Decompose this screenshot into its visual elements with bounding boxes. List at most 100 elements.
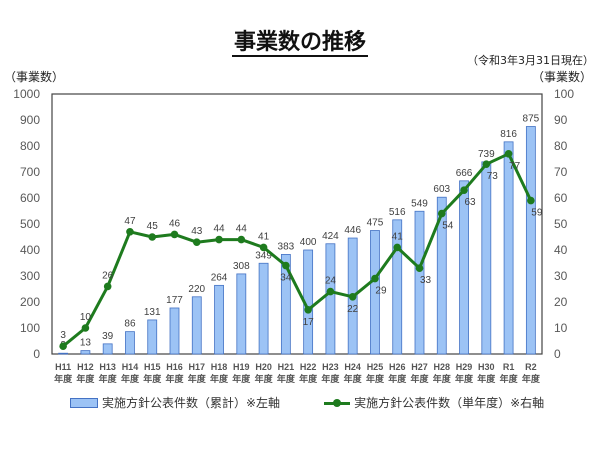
line-value-label: 3 xyxy=(60,330,66,341)
category-label: H22 xyxy=(300,362,317,372)
line-value-label: 77 xyxy=(509,161,521,172)
line-marker xyxy=(527,196,535,205)
right-tick-label: 20 xyxy=(554,295,568,309)
line-value-label: 73 xyxy=(487,171,499,182)
category-label: H16 xyxy=(166,362,183,372)
bar xyxy=(102,343,113,355)
bar-value-label: 220 xyxy=(188,284,205,295)
line-value-label: 44 xyxy=(213,224,225,235)
category-suffix: 年度 xyxy=(99,373,118,385)
bar-value-label: 446 xyxy=(344,225,361,236)
bar-value-label: 603 xyxy=(433,184,450,195)
category-label: H18 xyxy=(211,362,228,372)
left-tick-label: 600 xyxy=(20,191,40,205)
line-marker xyxy=(282,261,290,270)
line-value-label: 54 xyxy=(442,221,454,232)
left-tick-label: 300 xyxy=(20,269,40,283)
bar-swatch-icon xyxy=(70,397,98,408)
line-marker xyxy=(504,150,513,158)
as-of-date: （令和3年3月31日現在） xyxy=(467,54,594,67)
bar xyxy=(280,254,291,355)
line-marker xyxy=(170,230,179,239)
line-marker xyxy=(415,264,424,273)
annual-line xyxy=(62,152,533,348)
line-marker xyxy=(237,235,246,244)
left-tick-label: 1000 xyxy=(13,87,40,101)
bar-value-label: 666 xyxy=(456,168,473,179)
category-label: R1 xyxy=(503,362,515,372)
bar xyxy=(80,350,91,355)
plot-frame xyxy=(51,93,543,355)
category-suffix: 年度 xyxy=(388,373,407,385)
category-suffix: 年度 xyxy=(232,373,251,385)
category-label: H26 xyxy=(389,362,406,372)
category-suffix: 年度 xyxy=(210,373,229,385)
bar xyxy=(503,141,514,355)
left-tick-label: 400 xyxy=(20,243,40,257)
right-tick-label: 30 xyxy=(554,269,568,283)
category-suffix: 年度 xyxy=(477,373,496,385)
category-suffix: 年度 xyxy=(121,373,140,385)
category-label: H23 xyxy=(322,362,339,372)
line-marker xyxy=(371,274,379,283)
left-tick-label: 700 xyxy=(20,165,40,179)
right-tick-label: 80 xyxy=(554,139,568,153)
line-marker xyxy=(148,233,157,241)
bar-value-label: 875 xyxy=(523,114,540,125)
category-label: H20 xyxy=(255,362,272,372)
line-value-label: 24 xyxy=(325,276,337,287)
right-tick-label: 10 xyxy=(554,321,568,335)
line-value-label: 63 xyxy=(464,197,476,208)
category-suffix: 年度 xyxy=(455,373,474,385)
legend-line-label: 実施方針公表件数（単年度）※右軸 xyxy=(354,396,545,410)
line-marker xyxy=(192,238,201,246)
line-value-label: 33 xyxy=(420,275,432,286)
category-suffix: 年度 xyxy=(299,373,318,385)
right-tick-label: 100 xyxy=(554,87,574,101)
bar-value-label: 816 xyxy=(500,129,517,140)
category-label: H28 xyxy=(434,362,451,372)
bar-value-label: 308 xyxy=(233,261,250,272)
line-marker xyxy=(59,342,67,351)
category-label: H13 xyxy=(99,362,116,372)
category-suffix: 年度 xyxy=(54,373,73,385)
bar-value-label: 264 xyxy=(211,272,228,283)
bar xyxy=(481,161,492,355)
category-suffix: 年度 xyxy=(277,373,296,385)
line-value-label: 43 xyxy=(191,226,203,237)
bar-value-label: 39 xyxy=(102,331,114,342)
bar-value-label: 13 xyxy=(80,338,92,349)
line-marker xyxy=(393,243,402,252)
line-marker xyxy=(103,282,112,291)
bar xyxy=(414,210,425,355)
line-value-label: 10 xyxy=(80,312,92,323)
line-value-label: 41 xyxy=(392,231,404,242)
category-label: H29 xyxy=(456,362,473,372)
category-label: H14 xyxy=(122,362,139,372)
bar xyxy=(325,243,336,355)
left-tick-label: 200 xyxy=(20,295,40,309)
category-label: H11 xyxy=(55,362,71,372)
category-label: H19 xyxy=(233,362,250,372)
line-marker xyxy=(126,228,134,236)
line-value-label: 45 xyxy=(147,221,159,232)
bar xyxy=(392,219,403,355)
category-suffix: 年度 xyxy=(344,373,363,385)
legend-item-annual: 実施方針公表件数（単年度）※右軸 xyxy=(324,394,544,411)
line-value-label: 46 xyxy=(169,218,181,229)
bar xyxy=(258,262,269,355)
right-tick-label: 70 xyxy=(554,165,568,179)
category-label: H17 xyxy=(189,362,206,372)
line-marker xyxy=(259,243,268,252)
line-value-label: 34 xyxy=(280,273,292,284)
bar-value-label: 349 xyxy=(255,250,272,261)
line-marker xyxy=(81,324,90,332)
category-label: H15 xyxy=(144,362,161,372)
right-tick-label: 50 xyxy=(554,217,568,231)
line-value-label: 26 xyxy=(102,270,114,281)
line-value-label: 17 xyxy=(303,317,315,328)
bar xyxy=(191,296,202,355)
bar-value-label: 424 xyxy=(322,231,339,242)
category-suffix: 年度 xyxy=(188,373,207,385)
line-marker xyxy=(304,306,312,314)
